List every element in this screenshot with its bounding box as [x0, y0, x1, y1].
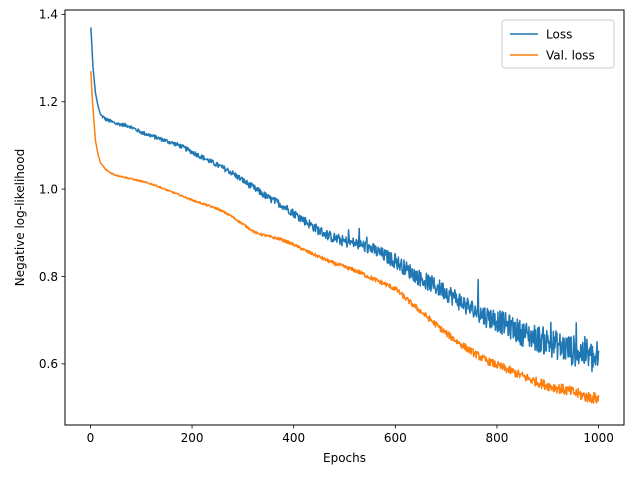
legend: Loss Val. loss [501, 19, 615, 69]
y-tick-label: 1.2 [39, 95, 58, 109]
x-tick-label: 400 [282, 431, 305, 445]
x-axis-label: Epochs [323, 451, 366, 465]
x-tick-label: 1000 [583, 431, 614, 445]
y-axis: 0.6 0.8 1.0 1.2 1.4 [39, 8, 65, 371]
y-tick-label: 0.6 [39, 357, 58, 371]
x-tick-label: 600 [384, 431, 407, 445]
series-line-val-loss [90, 71, 600, 404]
series-layer [90, 27, 600, 404]
x-tick-label: 0 [87, 431, 95, 445]
series-line-loss [90, 27, 600, 373]
y-axis-label: Negative log-likelihood [13, 149, 27, 286]
legend-box [501, 19, 615, 69]
y-tick-label: 1.0 [39, 182, 58, 196]
plot-frame [64, 9, 625, 426]
x-tick-label: 200 [181, 431, 204, 445]
legend-label: Val. loss [546, 48, 595, 62]
y-tick-label: 0.8 [39, 270, 58, 284]
x-axis: 0 200 400 600 800 1000 [87, 425, 614, 445]
legend-label: Loss [546, 27, 572, 41]
x-tick-label: 800 [486, 431, 509, 445]
y-tick-label: 1.4 [39, 8, 58, 22]
